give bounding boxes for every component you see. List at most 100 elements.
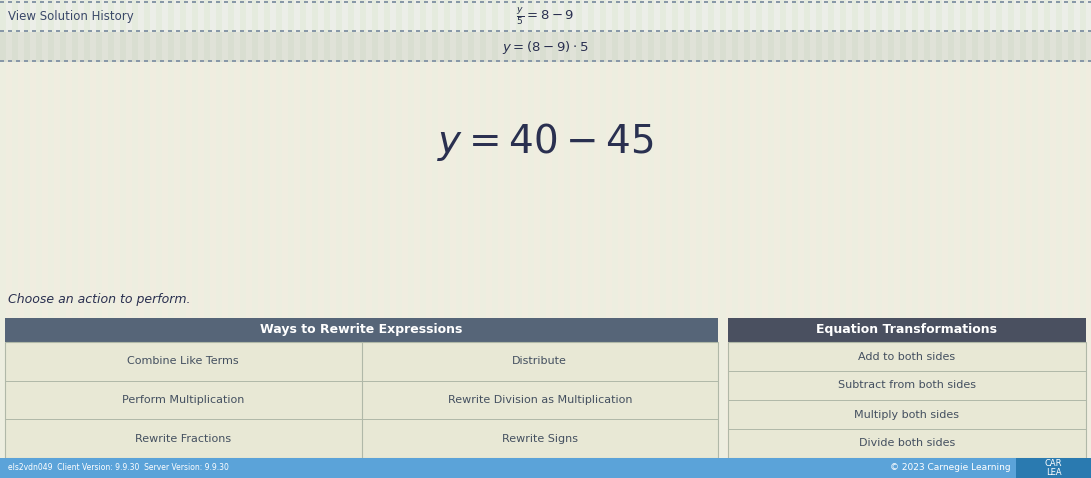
Bar	[1008, 30, 1012, 32]
Bar	[720, 30, 724, 32]
Bar	[984, 1, 988, 3]
Bar	[216, 32, 221, 62]
Bar	[952, 60, 956, 62]
Bar	[204, 0, 209, 32]
Bar	[280, 60, 284, 62]
Text: Divide both sides: Divide both sides	[859, 438, 955, 448]
Bar	[936, 0, 942, 478]
Bar	[180, 0, 185, 478]
Bar	[152, 30, 156, 32]
Bar	[928, 60, 932, 62]
Bar	[296, 60, 300, 62]
Bar	[1044, 0, 1050, 32]
Bar	[264, 30, 268, 32]
Bar	[40, 30, 44, 32]
Bar	[744, 0, 750, 32]
Bar	[900, 32, 906, 62]
Bar	[688, 30, 692, 32]
Bar	[552, 1, 556, 3]
Bar	[192, 0, 197, 32]
Bar	[368, 60, 372, 62]
Bar	[432, 0, 437, 478]
Bar	[672, 0, 678, 478]
Bar	[108, 0, 113, 478]
Bar	[240, 60, 244, 62]
Bar	[488, 30, 492, 32]
Bar	[344, 1, 348, 3]
Bar	[8, 30, 12, 32]
Bar	[320, 1, 324, 3]
Bar	[328, 30, 332, 32]
Bar	[540, 0, 546, 478]
Bar	[392, 1, 396, 3]
Bar	[228, 0, 233, 32]
Bar	[368, 30, 372, 32]
Bar	[240, 30, 244, 32]
Bar	[228, 32, 233, 62]
Bar	[80, 30, 84, 32]
Bar	[276, 0, 281, 32]
Bar	[1048, 30, 1052, 32]
Bar	[1044, 0, 1050, 478]
Bar	[976, 1, 980, 3]
Bar	[464, 60, 468, 62]
Bar	[728, 1, 732, 3]
Text: Rewrite Division as Multiplication: Rewrite Division as Multiplication	[447, 395, 632, 405]
Bar	[876, 0, 882, 478]
Bar	[624, 32, 630, 62]
Bar	[304, 1, 308, 3]
Bar	[24, 60, 28, 62]
Bar	[920, 1, 924, 3]
Bar	[40, 1, 44, 3]
Bar	[0, 0, 5, 32]
Bar	[564, 0, 570, 478]
Bar	[528, 60, 532, 62]
Bar	[780, 32, 786, 62]
Bar	[216, 0, 221, 32]
Bar	[732, 32, 738, 62]
Bar	[240, 32, 245, 62]
Bar	[660, 0, 666, 478]
Bar	[288, 0, 293, 478]
Bar	[440, 1, 444, 3]
Bar	[72, 30, 76, 32]
Bar	[528, 0, 533, 32]
Bar	[640, 1, 644, 3]
Bar	[960, 0, 966, 32]
Bar	[948, 32, 954, 62]
Bar	[624, 0, 630, 478]
Bar	[864, 0, 870, 478]
Bar	[440, 60, 444, 62]
Bar	[144, 0, 149, 32]
Bar	[72, 0, 77, 32]
Bar	[372, 32, 377, 62]
Bar	[560, 30, 564, 32]
Bar	[48, 30, 52, 32]
Bar	[120, 60, 124, 62]
Bar	[816, 30, 820, 32]
Bar	[360, 0, 365, 478]
Bar	[516, 0, 521, 32]
Bar	[456, 0, 461, 478]
Bar	[128, 30, 132, 32]
Bar	[432, 1, 436, 3]
Bar	[624, 60, 628, 62]
Bar	[1088, 60, 1091, 62]
Bar	[896, 60, 900, 62]
Bar	[760, 60, 764, 62]
Bar	[816, 1, 820, 3]
Bar	[60, 0, 65, 32]
Bar	[5, 342, 718, 458]
Bar	[528, 30, 532, 32]
Text: Distribute: Distribute	[513, 356, 567, 366]
Text: Ways to Rewrite Expressions: Ways to Rewrite Expressions	[261, 324, 463, 337]
Bar	[108, 0, 113, 32]
Bar	[792, 1, 796, 3]
Bar	[432, 32, 437, 62]
Bar	[872, 30, 876, 32]
Bar	[600, 60, 604, 62]
Bar	[704, 60, 708, 62]
Bar	[704, 1, 708, 3]
Bar	[1016, 60, 1020, 62]
Bar	[608, 60, 612, 62]
